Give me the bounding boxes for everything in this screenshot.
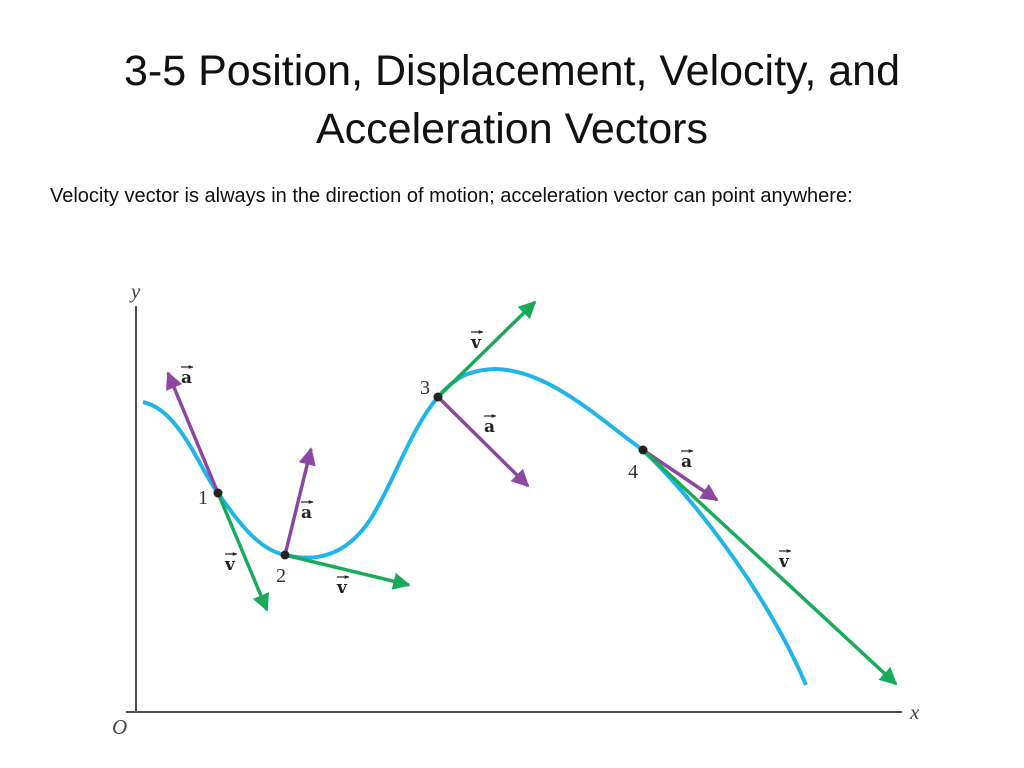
trajectory-curve bbox=[142, 366, 808, 686]
point-1-marker bbox=[213, 488, 223, 498]
point-4-marker bbox=[638, 445, 648, 455]
point-2-velocity-arrow bbox=[284, 553, 411, 590]
point-2-group: 2 a v bbox=[276, 447, 411, 598]
point-3-label: 3 bbox=[420, 377, 430, 399]
point-3-acceleration-label: a bbox=[484, 417, 495, 437]
point-3-group: 3 v a bbox=[420, 300, 537, 488]
point-2-acceleration-label: a bbox=[301, 503, 312, 523]
x-axis-label: x bbox=[909, 700, 920, 724]
point-2-acceleration-arrow bbox=[283, 447, 316, 556]
point-4-velocity-arrow bbox=[641, 448, 898, 686]
point-2-marker bbox=[280, 550, 290, 560]
point-3-marker bbox=[433, 392, 443, 402]
point-4-acceleration-label: a bbox=[681, 452, 692, 472]
point-1-label: 1 bbox=[198, 487, 208, 509]
point-4-group: 4 a v bbox=[628, 445, 898, 686]
slide-body-text: Velocity vector is always in the directi… bbox=[50, 185, 853, 207]
point-1-group: 1 a v bbox=[165, 365, 269, 612]
point-4-velocity-label: v bbox=[778, 552, 790, 572]
slide-title: 3-5 Position, Displacement, Velocity, an… bbox=[124, 47, 900, 153]
point-1-acceleration-arrow bbox=[165, 371, 220, 494]
point-2-velocity-label: v bbox=[336, 578, 348, 598]
point-4-label: 4 bbox=[628, 461, 638, 483]
point-1-velocity-label: v bbox=[224, 555, 236, 575]
point-1-velocity-arrow bbox=[216, 492, 269, 612]
point-3-acceleration-arrow bbox=[436, 395, 530, 488]
y-axis-label: y bbox=[129, 279, 141, 303]
point-4-acceleration-arrow bbox=[642, 448, 719, 502]
point-2-label: 2 bbox=[276, 565, 286, 587]
origin-label: O bbox=[112, 715, 127, 739]
point-1-acceleration-label: a bbox=[181, 368, 192, 388]
point-3-velocity-label: v bbox=[470, 333, 482, 353]
point-3-velocity-arrow bbox=[436, 300, 537, 399]
